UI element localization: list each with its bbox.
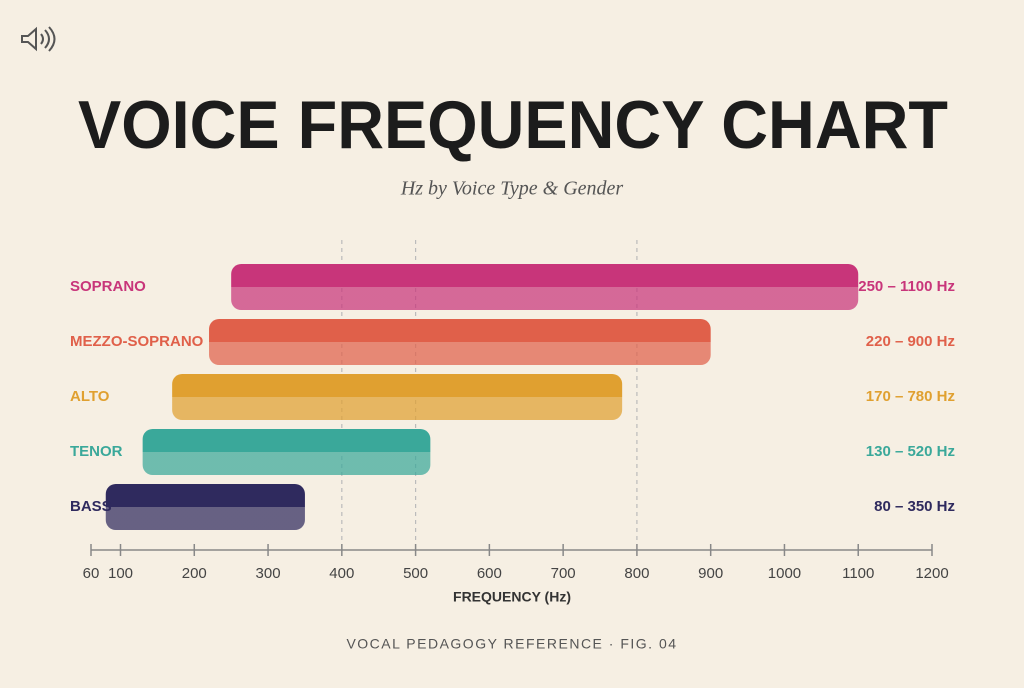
bar	[172, 374, 623, 420]
x-tick-label: 300	[256, 565, 281, 582]
x-tick-label: 1200	[915, 565, 948, 582]
category-label: SOPRANO	[70, 278, 146, 295]
bar	[142, 429, 431, 475]
bar	[105, 484, 305, 530]
x-tick-label: 800	[624, 565, 649, 582]
value-label: 80 – 350 Hz	[874, 498, 955, 515]
value-label: 170 – 780 Hz	[866, 388, 955, 405]
x-tick-label: 600	[477, 565, 502, 582]
bar	[231, 264, 859, 310]
category-label: TENOR	[70, 443, 123, 460]
value-label: 130 – 520 Hz	[866, 443, 955, 460]
chart-subtitle: Hz by Voice Type & Gender	[400, 178, 624, 200]
x-tick-label: 900	[698, 565, 723, 582]
x-tick-label: 1100	[842, 565, 874, 582]
bar	[209, 319, 711, 365]
x-axis-label: FREQUENCY (Hz)	[453, 589, 571, 605]
x-tick-label: 700	[551, 565, 576, 582]
category-label: MEZZO-SOPRANO	[70, 333, 204, 350]
category-label: ALTO	[70, 388, 110, 405]
x-tick-label: 200	[182, 565, 207, 582]
x-tick-label: 100	[108, 565, 133, 582]
footer: VOCAL PEDAGOGY REFERENCE · FIG. 04	[346, 636, 677, 652]
speaker-icon[interactable]	[21, 26, 56, 52]
chart-title: VOICE FREQUENCY CHART	[78, 87, 948, 163]
category-label: BASS	[70, 498, 112, 515]
x-tick-label: 1000	[768, 565, 801, 582]
value-label: 220 – 900 Hz	[866, 333, 955, 350]
x-tick-label: 400	[329, 565, 354, 582]
value-label: 250 – 1100 Hz	[858, 278, 955, 295]
x-tick-label: 500	[403, 565, 428, 582]
x-tick-label: 60	[83, 565, 100, 582]
